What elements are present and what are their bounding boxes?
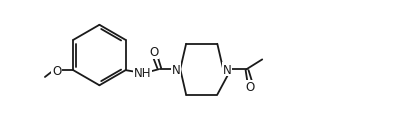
Text: O: O	[149, 46, 158, 59]
Text: N: N	[223, 63, 231, 76]
Text: N: N	[172, 63, 181, 76]
Text: NH: NH	[134, 66, 151, 79]
Text: O: O	[245, 81, 254, 93]
Text: O: O	[52, 64, 61, 77]
